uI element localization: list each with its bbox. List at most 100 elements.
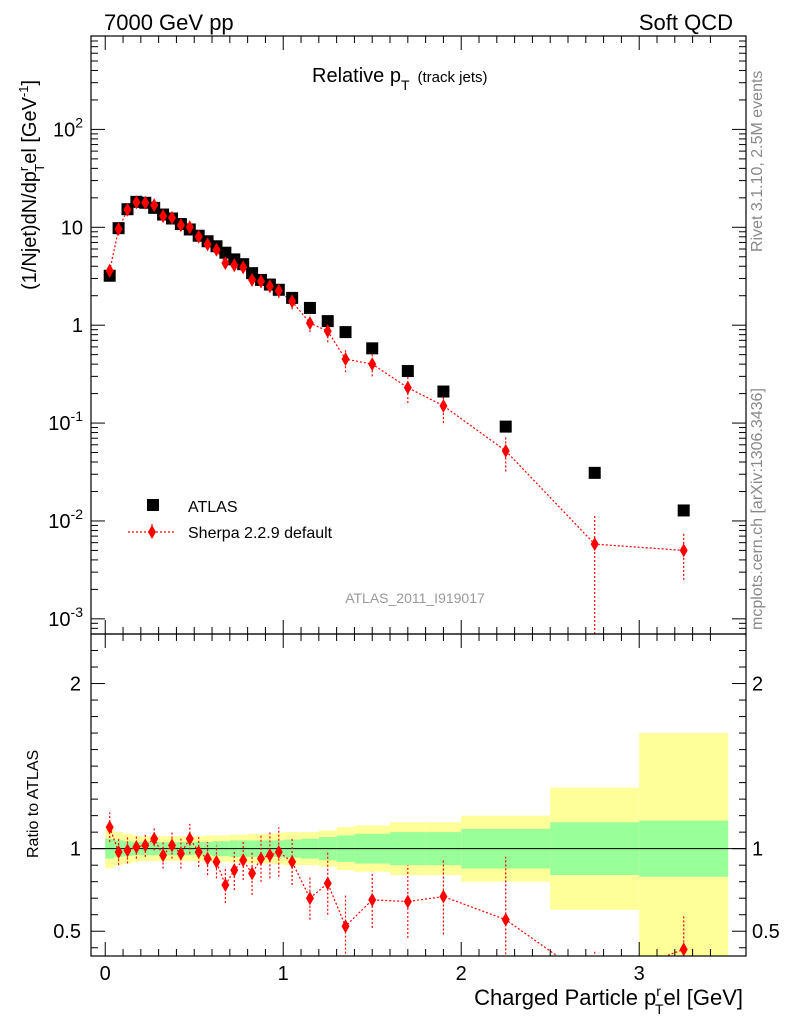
xtick-label: 1 <box>278 963 289 985</box>
sherpa-point <box>230 258 239 273</box>
sherpa-ratio-point <box>176 846 185 861</box>
axes-layer: 10-3 10-2 10-1 1 10 102 0.5 0.5 1 1 2 2 0 1 2 3 <box>48 35 780 985</box>
sherpa-ratio-point <box>123 843 132 858</box>
ratio-ytick-label-right: 0.5 <box>752 921 780 943</box>
sherpa-ratio-point <box>150 831 159 846</box>
sherpa-ratio-point <box>185 831 194 846</box>
sherpa-point <box>403 380 412 395</box>
xtick-label: 2 <box>456 963 467 985</box>
sherpa-ratio-point <box>256 851 265 866</box>
sherpa-point <box>501 443 510 458</box>
sherpa-point <box>185 220 194 235</box>
ratio-ytick-label: 2 <box>70 674 81 696</box>
analysis-watermark: ATLAS_2011_I919017 <box>345 590 485 606</box>
atlas-point <box>437 385 450 398</box>
sherpa-ratio-point <box>194 844 203 859</box>
ratio-ytick-label: 1 <box>70 839 81 861</box>
sherpa-point <box>141 195 150 210</box>
main-ytick-label: 10-2 <box>48 506 83 533</box>
sherpa-ratio-point <box>105 820 114 835</box>
sherpa-point <box>256 274 265 289</box>
main-ytick-label: 10 <box>61 217 83 239</box>
sherpa-ratio-point <box>203 851 212 866</box>
sherpa-ratio-point <box>403 894 412 909</box>
main-frame <box>90 35 747 635</box>
sherpa-ratio-point <box>501 912 510 927</box>
atlas-point <box>321 315 334 328</box>
main-ytick-label: 10-1 <box>48 408 83 435</box>
ratio-frame <box>90 633 747 957</box>
main-ylabel: (1/Njet)dN/dprTel [GeV-1] <box>16 80 47 290</box>
sherpa-point <box>221 256 230 271</box>
mcplots-label: mcplots.cern.ch [arXiv:1306.3436] <box>749 388 766 630</box>
atlas-point <box>499 420 512 433</box>
sherpa-point <box>105 263 114 278</box>
legend: ATLAS Sherpa 2.2.9 default <box>128 499 333 542</box>
sherpa-point <box>176 218 185 233</box>
sherpa-point <box>368 357 377 372</box>
sherpa-point <box>123 202 132 217</box>
sherpa-point <box>274 283 283 298</box>
sherpa-point <box>288 294 297 309</box>
sherpa-point <box>150 198 159 213</box>
sherpa-ratio-point <box>212 854 221 869</box>
main-ytick-label: 1 <box>72 315 83 337</box>
sherpa-ratio-point <box>274 844 283 859</box>
sherpa-ratio-point <box>341 919 350 934</box>
sherpa-point <box>305 316 314 331</box>
ratio-bands <box>91 733 746 956</box>
atlas-point <box>366 342 379 355</box>
rivet-label: Rivet 3.1.10, 2.5M events <box>749 71 766 252</box>
sherpa-ratio-point <box>141 838 150 853</box>
sherpa-point <box>167 210 176 225</box>
sherpa-ratio-point <box>305 891 314 906</box>
sherpa-ratio-point <box>248 866 257 881</box>
atlas-point <box>401 365 414 378</box>
sherpa-point <box>114 222 123 237</box>
ratio-ytick-label-right: 2 <box>752 674 763 696</box>
main-ytick-label: 10-3 <box>48 604 83 631</box>
ratio-ytick-label: 0.5 <box>53 921 81 943</box>
sherpa-point <box>203 237 212 252</box>
sherpa-point <box>323 324 332 339</box>
sherpa-point <box>590 537 599 552</box>
sherpa-ratio-point <box>114 844 123 859</box>
legend-sherpa-marker <box>148 525 156 539</box>
legend-sherpa-label: Sherpa 2.2.9 default <box>188 525 333 542</box>
sherpa-point <box>132 195 141 210</box>
sherpa-point <box>679 543 688 558</box>
sherpa-ratio-point <box>167 838 176 853</box>
sherpa-ratio-point <box>679 942 688 956</box>
sherpa-ratio-point <box>288 854 297 869</box>
sherpa-ratio-point <box>439 889 448 904</box>
plot-title: Relative pT (track jets) <box>312 65 488 93</box>
sherpa-ratio-point <box>132 840 141 855</box>
ratio-clipped-group <box>105 812 688 956</box>
sherpa-point <box>212 242 221 257</box>
header-right: Soft QCD <box>639 10 733 35</box>
atlas-point <box>588 466 601 479</box>
sherpa-point <box>194 229 203 244</box>
sherpa-ratio-point <box>159 848 168 863</box>
main-ytick-label: 102 <box>53 114 83 141</box>
atlas-point <box>339 326 352 339</box>
sherpa-point <box>248 272 257 287</box>
sherpa-ratio-point <box>323 876 332 891</box>
main-data-layer <box>103 195 690 634</box>
atlas-point <box>303 301 316 314</box>
sherpa-point <box>239 260 248 275</box>
sherpa-point <box>159 209 168 224</box>
sherpa-ratio-point <box>368 892 377 907</box>
sherpa-point <box>439 398 448 413</box>
xlabel: Charged Particle pr Tel [GeV] <box>474 983 743 1017</box>
ratio-ylabel: Ratio to ATLAS <box>25 750 42 858</box>
xtick-label: 3 <box>634 963 645 985</box>
ratio-data-layer <box>105 812 688 956</box>
xtick-label: 0 <box>100 963 111 985</box>
legend-atlas-marker <box>147 499 159 511</box>
atlas-point <box>677 504 690 517</box>
sherpa-point <box>265 279 274 294</box>
sherpa-ratio-point <box>221 877 230 892</box>
sherpa-ratio-point <box>239 853 248 868</box>
